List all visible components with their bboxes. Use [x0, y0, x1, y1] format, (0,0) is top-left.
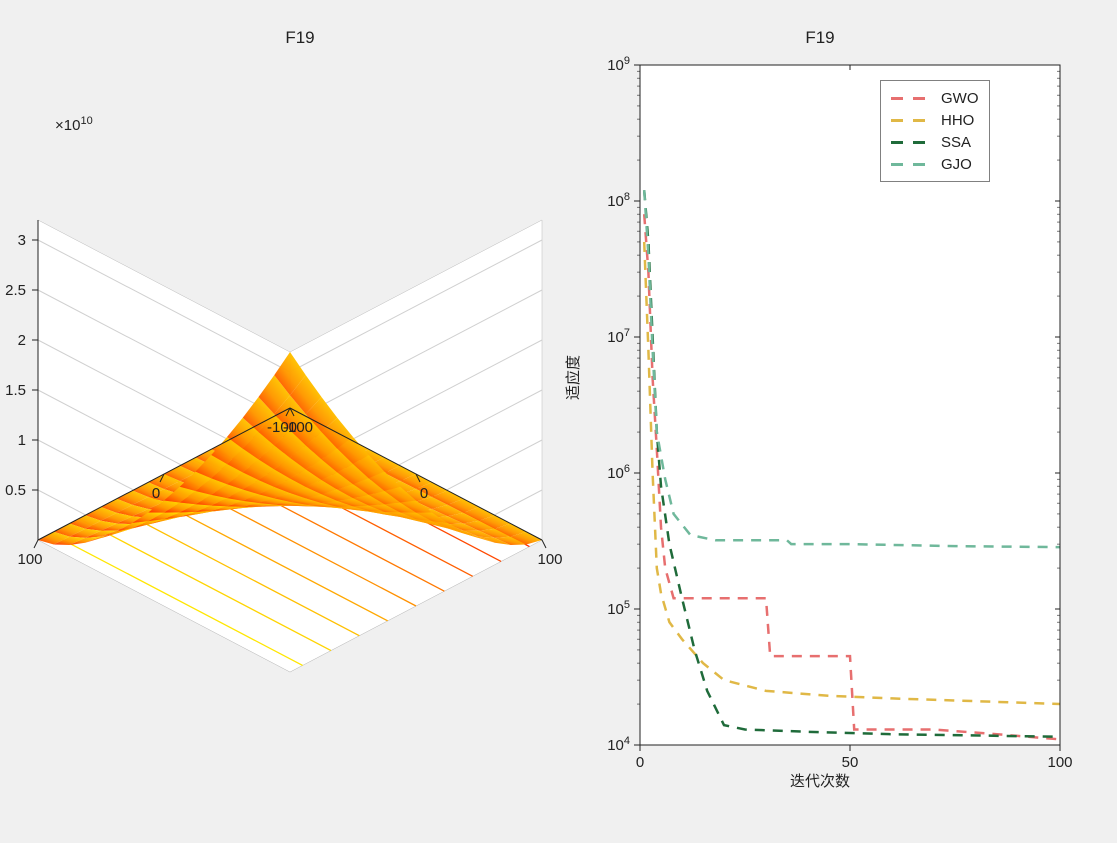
svg-text:0: 0 — [636, 754, 644, 771]
legend-swatch-icon — [891, 113, 933, 127]
legend-entry-gwo: GWO — [891, 87, 979, 109]
right-ylabel: 适应度 — [562, 355, 583, 400]
left-3d-surface-plot: 0.511.522.53-1000100-1000100 — [30, 60, 550, 800]
svg-text:-100: -100 — [267, 419, 297, 436]
svg-text:1: 1 — [18, 432, 26, 449]
legend-label: HHO — [941, 112, 974, 129]
legend-entry-ssa: SSA — [891, 131, 979, 153]
svg-text:100: 100 — [17, 551, 42, 568]
svg-text:0.5: 0.5 — [5, 482, 26, 499]
svg-text:108: 108 — [607, 191, 630, 210]
svg-text:100: 100 — [537, 551, 562, 568]
right-plot-title: F19 — [770, 28, 870, 48]
svg-text:2.5: 2.5 — [5, 282, 26, 299]
legend-label: GWO — [941, 90, 979, 107]
svg-text:107: 107 — [607, 327, 630, 346]
svg-text:0: 0 — [152, 485, 160, 502]
left-plot-title: F19 — [250, 28, 350, 48]
legend-swatch-icon — [891, 135, 933, 149]
legend-entry-gjo: GJO — [891, 153, 979, 175]
svg-text:0: 0 — [420, 485, 428, 502]
legend-swatch-icon — [891, 157, 933, 171]
svg-text:3: 3 — [18, 232, 26, 249]
svg-text:2: 2 — [18, 332, 26, 349]
svg-text:104: 104 — [607, 735, 630, 754]
legend-label: GJO — [941, 156, 972, 173]
svg-text:106: 106 — [607, 463, 630, 482]
legend-entry-hho: HHO — [891, 109, 979, 131]
legend: GWO HHO SSA GJO — [880, 80, 990, 182]
legend-label: SSA — [941, 134, 971, 151]
right-convergence-plot: 104 105 106 107 108 109 0 50 100 — [590, 55, 1080, 775]
legend-swatch-icon — [891, 91, 933, 105]
svg-text:50: 50 — [842, 754, 859, 771]
svg-text:109: 109 — [607, 55, 630, 74]
svg-text:105: 105 — [607, 599, 630, 618]
svg-text:100: 100 — [1047, 754, 1072, 771]
svg-text:1.5: 1.5 — [5, 382, 26, 399]
right-xlabel: 迭代次数 — [790, 770, 850, 791]
z-exponent-label: ×1010 — [55, 115, 93, 134]
